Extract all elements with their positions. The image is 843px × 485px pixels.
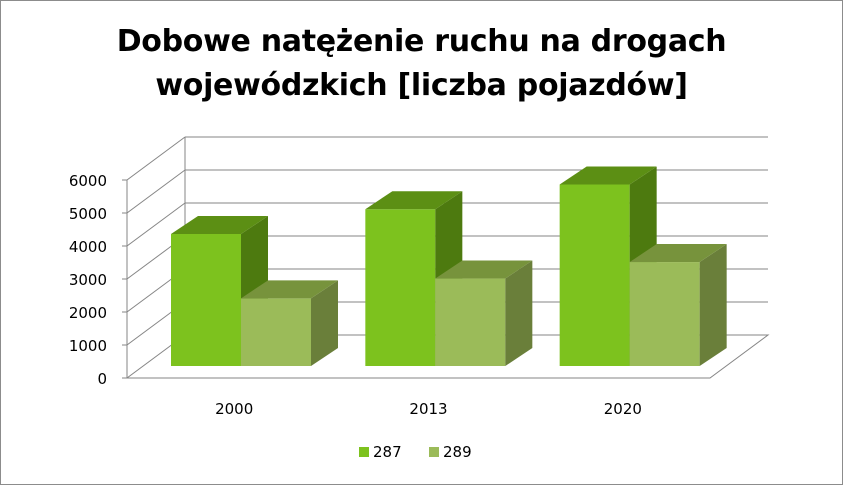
y-tick-label: 1000 [69, 337, 107, 355]
y-tick-label: 5000 [69, 205, 107, 223]
floor [125, 334, 770, 379]
bar-top-face [435, 260, 533, 279]
y-tick-label: 6000 [69, 172, 107, 190]
bar-top-face [629, 244, 727, 263]
chart-title: Dobowe natężenie ruchu na drogach wojewó… [0, 20, 843, 108]
bar-top-face [365, 191, 463, 210]
chart-title-line-1: Dobowe natężenie ruchu na drogach [116, 24, 727, 59]
gridline-side [126, 169, 186, 214]
legend-item-289: 289 [429, 443, 472, 461]
legend-swatch [429, 447, 439, 457]
bar-front-face [171, 234, 241, 366]
bar-front-face [559, 184, 630, 366]
bar-side-face [311, 280, 338, 366]
bar-side-face [699, 244, 727, 366]
y-tick-label: 3000 [69, 271, 107, 289]
bar-top-face [241, 280, 338, 299]
x-tick-label: 2013 [409, 400, 447, 418]
y-tick-label: 4000 [69, 238, 107, 256]
bar-2013-289 [435, 260, 533, 366]
x-axis-ticks: 2000 2013 2020 [215, 400, 642, 418]
legend-label: 289 [443, 443, 472, 461]
bar-front-face [629, 262, 700, 366]
bar-front-face [435, 278, 506, 366]
legend-label: 287 [373, 443, 402, 461]
legend-swatch [359, 447, 369, 457]
x-tick-label: 2000 [215, 400, 253, 418]
x-tick-label: 2020 [604, 400, 642, 418]
bar-side-face [505, 260, 533, 366]
chart-title-line-2: wojewódzkich [liczba pojazdów] [155, 68, 688, 103]
gridline-side [126, 202, 186, 247]
gridline-side [126, 136, 186, 181]
y-tick-label: 2000 [69, 304, 107, 322]
bar-top-face [559, 166, 657, 185]
legend-item-287: 287 [359, 443, 402, 461]
bar-top-face [171, 216, 268, 234]
bars [171, 166, 727, 366]
bar-2020-289 [629, 244, 727, 366]
bar-2000-289 [241, 280, 338, 366]
bar-front-face [241, 298, 311, 366]
y-tick-label: 0 [97, 370, 107, 388]
y-axis-ticks: 0 1000 2000 3000 4000 5000 6000 [69, 172, 127, 388]
bar-front-face [365, 209, 436, 366]
legend: 287 289 [359, 443, 472, 461]
